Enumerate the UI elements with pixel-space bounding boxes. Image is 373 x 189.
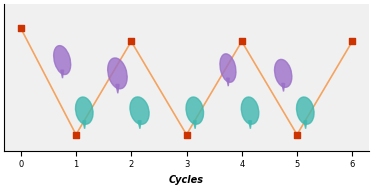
Polygon shape <box>61 70 63 78</box>
Ellipse shape <box>297 97 314 124</box>
Ellipse shape <box>108 58 127 89</box>
Point <box>349 40 355 43</box>
Point <box>184 133 189 136</box>
Ellipse shape <box>241 97 259 124</box>
Ellipse shape <box>275 59 292 87</box>
Ellipse shape <box>54 46 71 74</box>
X-axis label: Cycles: Cycles <box>169 175 204 185</box>
Point <box>294 133 300 136</box>
Ellipse shape <box>130 97 149 124</box>
Polygon shape <box>227 78 229 86</box>
Polygon shape <box>138 121 141 129</box>
Point <box>128 40 134 43</box>
Polygon shape <box>304 121 307 129</box>
Polygon shape <box>249 121 251 129</box>
Polygon shape <box>282 84 285 91</box>
Polygon shape <box>83 121 86 129</box>
Point <box>239 40 245 43</box>
Ellipse shape <box>186 97 204 124</box>
Ellipse shape <box>220 54 236 82</box>
Point <box>73 133 79 136</box>
Polygon shape <box>193 121 196 129</box>
Ellipse shape <box>75 97 93 124</box>
Point <box>18 27 24 30</box>
Polygon shape <box>116 84 119 93</box>
